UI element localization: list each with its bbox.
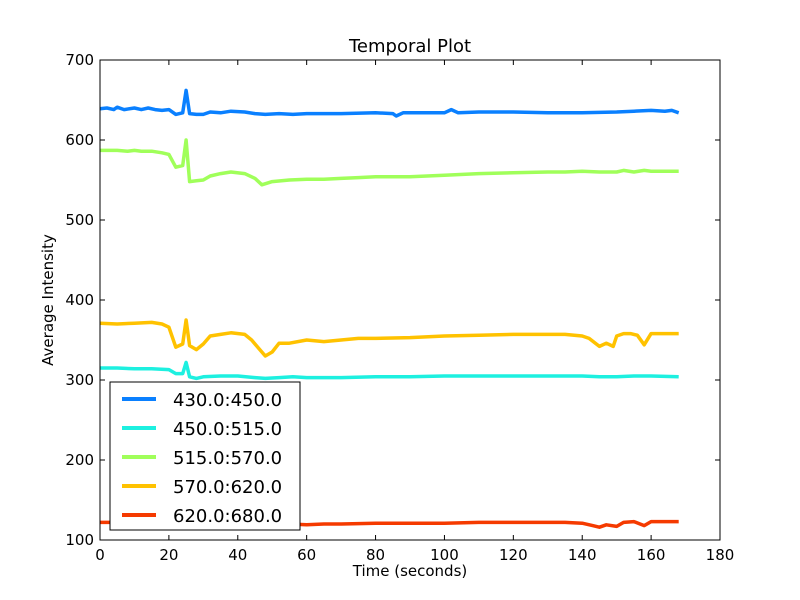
y-tick-label: 200 <box>65 451 94 469</box>
y-axis-ticks: 100 200 300 400 500 600 700 <box>65 51 720 549</box>
series-line-450-0-515-0 <box>100 360 679 381</box>
legend-label: 450.0:515.0 <box>173 419 282 440</box>
series-layer <box>99 88 680 529</box>
legend-label: 620.0:680.0 <box>173 506 282 527</box>
x-tick-label: 180 <box>706 546 735 564</box>
x-tick-label: 20 <box>159 546 178 564</box>
chart-title: Temporal Plot <box>348 36 471 57</box>
x-tick-label: 0 <box>95 546 105 564</box>
legend-label: 570.0:620.0 <box>173 477 282 498</box>
x-axis-label: Time (seconds) <box>352 562 468 580</box>
x-tick-label: 80 <box>366 546 385 564</box>
y-tick-label: 100 <box>65 531 94 549</box>
x-tick-label: 120 <box>499 546 528 564</box>
y-axis-label: Average Intensity <box>39 234 57 366</box>
x-tick-label: 60 <box>297 546 316 564</box>
y-tick-label: 300 <box>65 371 94 389</box>
x-tick-label: 160 <box>637 546 666 564</box>
series-line-515-0-570-0 <box>100 138 679 187</box>
legend: 430.0:450.0 450.0:515.0 515.0:570.0 570.0:6… <box>109 381 301 531</box>
y-tick-label: 500 <box>65 211 94 229</box>
x-tick-label: 140 <box>568 546 597 564</box>
y-tick-label: 400 <box>65 291 94 309</box>
legend-label: 430.0:450.0 <box>173 390 282 411</box>
series-line-570-0-620-0 <box>99 318 679 358</box>
x-tick-label: 40 <box>228 546 247 564</box>
legend-label: 515.0:570.0 <box>173 448 282 469</box>
x-tick-label: 100 <box>430 546 459 564</box>
legend-items: 430.0:450.0 450.0:515.0 515.0:570.0 570.0:6… <box>122 390 282 527</box>
y-tick-label: 700 <box>65 51 94 69</box>
x-axis-ticks: 0 20 40 60 80 100 120 140 160 180 <box>95 60 734 564</box>
y-tick-label: 600 <box>65 131 94 149</box>
series-line-430-0-450-0 <box>99 88 680 118</box>
